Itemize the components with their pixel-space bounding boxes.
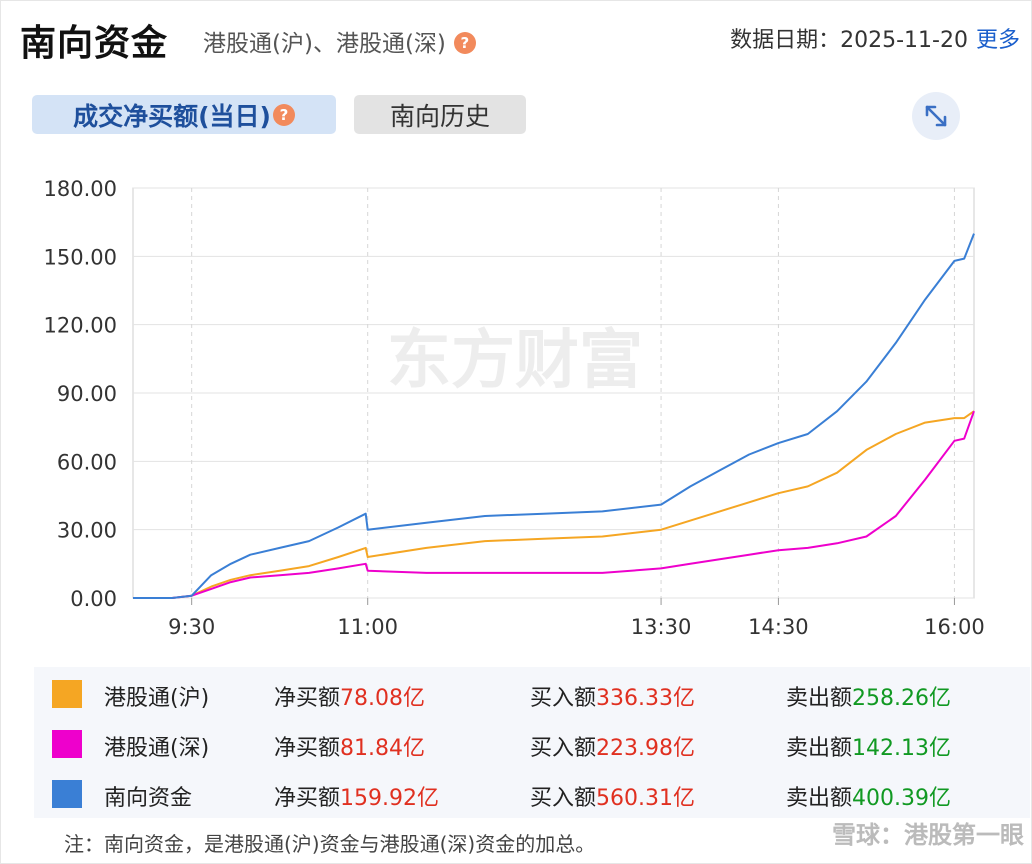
subtitle-text: 港股通(沪)、港股通(深) xyxy=(203,31,446,57)
legend-table: 港股通(沪) 净买额78.08亿 买入额336.33亿 卖出额258.26亿 港… xyxy=(34,667,1030,818)
x-tick-label: 13:30 xyxy=(631,615,692,639)
expand-button[interactable] xyxy=(912,92,960,140)
net-label: 净买额 xyxy=(274,736,341,761)
y-tick-label: 30.00 xyxy=(57,519,117,543)
tab-net-buy-label: 成交净买额(当日) xyxy=(73,101,271,131)
source-watermark: 雪球：港股第一眼 xyxy=(832,821,1024,849)
tab-history[interactable]: 南向历史 xyxy=(354,95,526,134)
sell-label: 卖出额 xyxy=(786,686,853,711)
legend-net: 净买额81.84亿 xyxy=(274,730,425,762)
y-tick-label: 60.00 xyxy=(57,450,117,474)
chart-watermark: 东方财富 xyxy=(387,324,643,398)
legend-sell: 卖出额142.13亿 xyxy=(786,730,951,762)
legend-buy: 买入额336.33亿 xyxy=(530,680,695,712)
y-tick-label: 90.00 xyxy=(57,382,117,406)
tab-history-label: 南向历史 xyxy=(389,101,490,131)
net-label: 净买额 xyxy=(274,686,341,711)
series-line-1 xyxy=(133,410,975,599)
legend-buy: 买入额560.31亿 xyxy=(530,780,695,812)
legend-row: 港股通(深) 净买额81.84亿 买入额223.98亿 卖出额142.13亿 xyxy=(34,727,1030,761)
x-tick-label: 9:30 xyxy=(168,615,215,639)
net-value: 78.08亿 xyxy=(340,686,425,711)
legend-name: 南向资金 xyxy=(104,786,193,811)
sell-label: 卖出额 xyxy=(786,786,853,811)
sell-value: 258.26亿 xyxy=(852,686,951,711)
y-tick-label: 150.00 xyxy=(44,245,117,269)
buy-label: 买入额 xyxy=(530,686,597,711)
x-tick-label: 14:30 xyxy=(748,615,809,639)
sell-value: 400.39亿 xyxy=(852,786,951,811)
footnote: 注：南向资金，是港股通(沪)资金与港股通(深)资金的加总。 xyxy=(64,832,596,856)
series-line-3 xyxy=(133,233,975,599)
legend-swatch xyxy=(52,780,82,808)
legend-row: 港股通(沪) 净买额78.08亿 买入额336.33亿 卖出额258.26亿 xyxy=(34,677,1030,711)
expand-icon xyxy=(925,105,947,127)
net-label: 净买额 xyxy=(274,786,341,811)
x-tick-label: 16:00 xyxy=(924,615,985,639)
y-tick-label: 180.00 xyxy=(44,177,117,201)
buy-label: 买入额 xyxy=(530,786,597,811)
legend-row: 南向资金 净买额159.92亿 买入额560.31亿 卖出额400.39亿 xyxy=(34,777,1030,811)
date-info: 数据日期：2025-11-20 更多 xyxy=(730,22,1020,54)
legend-swatch xyxy=(52,680,82,708)
legend-net: 净买额159.92亿 xyxy=(274,780,439,812)
sell-label: 卖出额 xyxy=(786,736,853,761)
legend-buy: 买入额223.98亿 xyxy=(530,730,695,762)
tab-net-buy[interactable]: 成交净买额(当日)? xyxy=(32,95,336,134)
help-icon[interactable]: ? xyxy=(453,31,476,54)
buy-value: 223.98亿 xyxy=(596,736,695,761)
net-value: 81.84亿 xyxy=(340,736,425,761)
subtitle: 港股通(沪)、港股通(深)? xyxy=(203,24,476,58)
legend-swatch xyxy=(52,730,82,758)
legend-sell: 卖出额258.26亿 xyxy=(786,680,951,712)
page-title: 南向资金 xyxy=(20,23,169,64)
more-link[interactable]: 更多 xyxy=(975,28,1020,53)
date-value: 2025-11-20 xyxy=(840,28,968,53)
legend-net: 净买额78.08亿 xyxy=(274,680,425,712)
net-value: 159.92亿 xyxy=(340,786,439,811)
tab-help-icon[interactable]: ? xyxy=(272,103,295,126)
series-line-2 xyxy=(133,410,975,599)
legend-name: 港股通(深) xyxy=(104,736,210,761)
y-tick-label: 120.00 xyxy=(44,314,117,338)
buy-label: 买入额 xyxy=(530,736,597,761)
legend-name: 港股通(沪) xyxy=(104,686,210,711)
date-label: 数据日期： xyxy=(730,28,841,53)
legend-sell: 卖出额400.39亿 xyxy=(786,780,951,812)
buy-value: 560.31亿 xyxy=(596,786,695,811)
buy-value: 336.33亿 xyxy=(596,686,695,711)
sell-value: 142.13亿 xyxy=(852,736,951,761)
y-tick-label: 0.00 xyxy=(70,587,117,611)
x-tick-label: 11:00 xyxy=(337,615,398,639)
net-buy-chart: 东方财富 0.00 30.00 60.00 90.00 120.00 150.00 180.… xyxy=(44,177,985,639)
